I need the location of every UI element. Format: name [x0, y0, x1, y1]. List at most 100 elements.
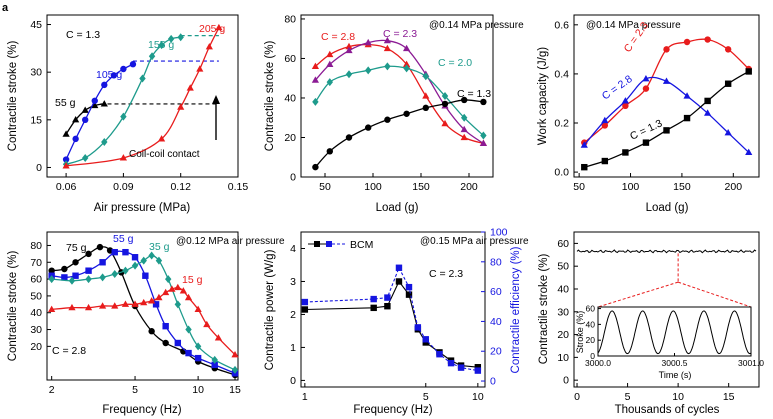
data-point: [211, 361, 218, 369]
series-label: 35 g: [149, 241, 170, 253]
data-point: [62, 156, 70, 163]
y-tick-label: 60: [284, 53, 296, 65]
data-point: [301, 306, 309, 313]
data-point: [82, 153, 89, 162]
data-point: [99, 273, 106, 282]
x-tick-label: 0.12: [170, 181, 191, 193]
data-point: [111, 302, 119, 309]
data-point: [100, 100, 108, 107]
data-point: [642, 139, 650, 146]
zoom-line: [677, 281, 752, 308]
legend-marker: [326, 241, 332, 247]
data-point: [194, 342, 202, 351]
series-line: [65, 36, 181, 165]
data-point: [140, 256, 147, 265]
data-point: [622, 102, 629, 110]
data-point: [326, 50, 334, 58]
y-tick-label: 0: [290, 375, 296, 387]
x-tick-label: 5: [423, 391, 429, 403]
y-tick-label: 30: [557, 306, 569, 318]
x-tick-label: 2: [49, 384, 55, 396]
data-point: [581, 163, 588, 171]
plot-frame: [300, 231, 486, 388]
data-point: [196, 65, 204, 72]
data-point: [162, 322, 169, 330]
data-point: [122, 266, 129, 275]
data-point: [663, 127, 670, 134]
x-tick-label: 15: [229, 384, 241, 396]
arrow-head: [212, 95, 220, 104]
data-point: [120, 65, 127, 73]
data-point: [345, 70, 353, 79]
series-label: 105 g: [96, 69, 122, 81]
y-tick-label: 10: [557, 352, 569, 364]
y-tick-label: 3: [290, 276, 296, 288]
inset-frame: [597, 306, 752, 357]
data-point: [724, 80, 732, 87]
x-tick-label: 100: [364, 181, 382, 193]
data-point: [91, 101, 99, 109]
x-axis-label: Thousands of cycles: [615, 404, 720, 416]
y-tick-label: 15: [30, 114, 42, 126]
plot-frame: [300, 14, 494, 178]
data-point: [155, 293, 163, 301]
inset-x-tick-label: 3000.5: [662, 358, 688, 368]
x-axis-label: Air pressure (MPa): [94, 202, 191, 214]
y-tick-label: 60: [30, 274, 42, 286]
inset-series-line: [597, 310, 752, 355]
inset-y-tick-label: 40: [586, 319, 596, 329]
data-point: [447, 359, 455, 367]
annotation-pressure: @0.15 MPa air pressure: [420, 236, 529, 247]
data-point: [383, 36, 391, 44]
data-point: [460, 133, 468, 141]
data-point: [68, 276, 76, 285]
data-point: [72, 135, 79, 143]
data-point: [72, 259, 79, 266]
data-point: [724, 129, 732, 136]
x-tick-label: 200: [460, 181, 478, 193]
data-point: [174, 300, 182, 309]
data-point: [68, 303, 76, 311]
y-tick-label: 0: [563, 375, 569, 387]
y-tick-label-right: 100: [490, 227, 508, 239]
data-point: [474, 364, 482, 371]
y-tick-label: 40: [557, 283, 569, 295]
data-point: [345, 134, 353, 141]
data-point: [96, 243, 104, 251]
chart-work-capacity: 50 100 150 200 0.0 0.2 0.4 0.6 Load (g) Work ca…: [537, 14, 760, 214]
series-label: 15 g: [182, 274, 203, 286]
data-point: [231, 350, 239, 358]
inset-y-tick-label: 0: [590, 351, 595, 361]
data-point: [384, 116, 391, 123]
data-point: [474, 367, 482, 374]
zoom-line: [597, 281, 679, 308]
data-point: [61, 265, 68, 273]
data-point: [403, 64, 410, 73]
inset-y-tick-label: 20: [586, 335, 596, 345]
y-tick-label: 60: [557, 238, 569, 250]
x-tick-label: 50: [573, 181, 585, 193]
data-point: [365, 66, 372, 75]
data-point: [48, 275, 55, 284]
series-line: [51, 254, 236, 371]
data-point: [479, 139, 487, 147]
data-point: [82, 116, 89, 124]
plot-frame: [46, 231, 239, 381]
series-label: 155 g: [148, 39, 174, 51]
data-point: [395, 278, 403, 285]
data-point: [663, 46, 670, 53]
y-tick-label: 0.2: [554, 118, 569, 130]
data-point: [61, 274, 68, 281]
annotation-c-value: C = 2.8: [52, 345, 86, 357]
data-point: [704, 36, 711, 43]
data-point: [85, 267, 92, 274]
data-point: [120, 112, 127, 121]
series-label: 55 g: [55, 97, 76, 109]
data-point: [48, 267, 55, 274]
data-point: [461, 113, 468, 122]
x-tick-label: 10: [672, 391, 684, 403]
y-tick-label: 0.4: [554, 68, 569, 80]
data-point: [383, 44, 391, 52]
x-tick-label: 150: [412, 181, 430, 193]
